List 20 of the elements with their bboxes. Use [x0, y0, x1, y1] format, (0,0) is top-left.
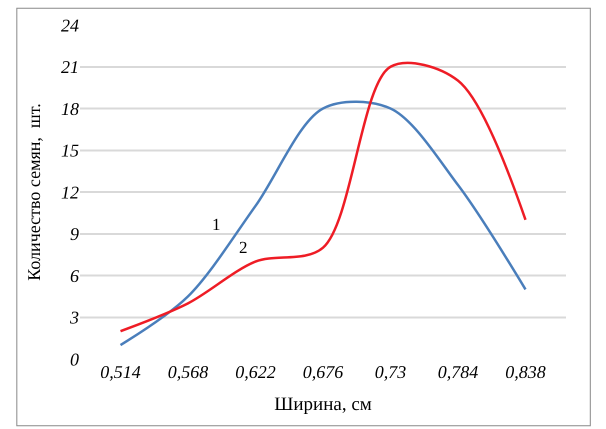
y-tick-label: 21	[61, 57, 79, 78]
y-tick-label: 18	[61, 98, 79, 119]
x-tick-label: 0,838	[505, 362, 546, 382]
x-axis-title: Ширина, см	[274, 394, 372, 415]
y-tick-label: 0	[70, 349, 79, 370]
y-axis-title: Количество семян, шт.	[24, 103, 44, 281]
series-label: 1	[212, 215, 220, 234]
y-tick-label: 9	[70, 224, 79, 244]
x-tick-label: 0,73	[374, 362, 406, 382]
x-tick-label: 0,514	[100, 362, 141, 382]
y-tick-label: 24	[61, 15, 79, 36]
x-tick-label: 0,784	[438, 362, 478, 382]
y-tick-label: 6	[70, 266, 79, 286]
x-tick-label: 0,568	[168, 362, 208, 382]
series-label: 2	[239, 238, 248, 257]
x-tick-label: 0,622	[235, 362, 276, 382]
y-tick-label: 15	[61, 140, 79, 161]
y-tick-label: 3	[69, 308, 79, 328]
y-tick-label: 12	[61, 182, 79, 202]
x-tick-label: 0,676	[302, 362, 344, 382]
